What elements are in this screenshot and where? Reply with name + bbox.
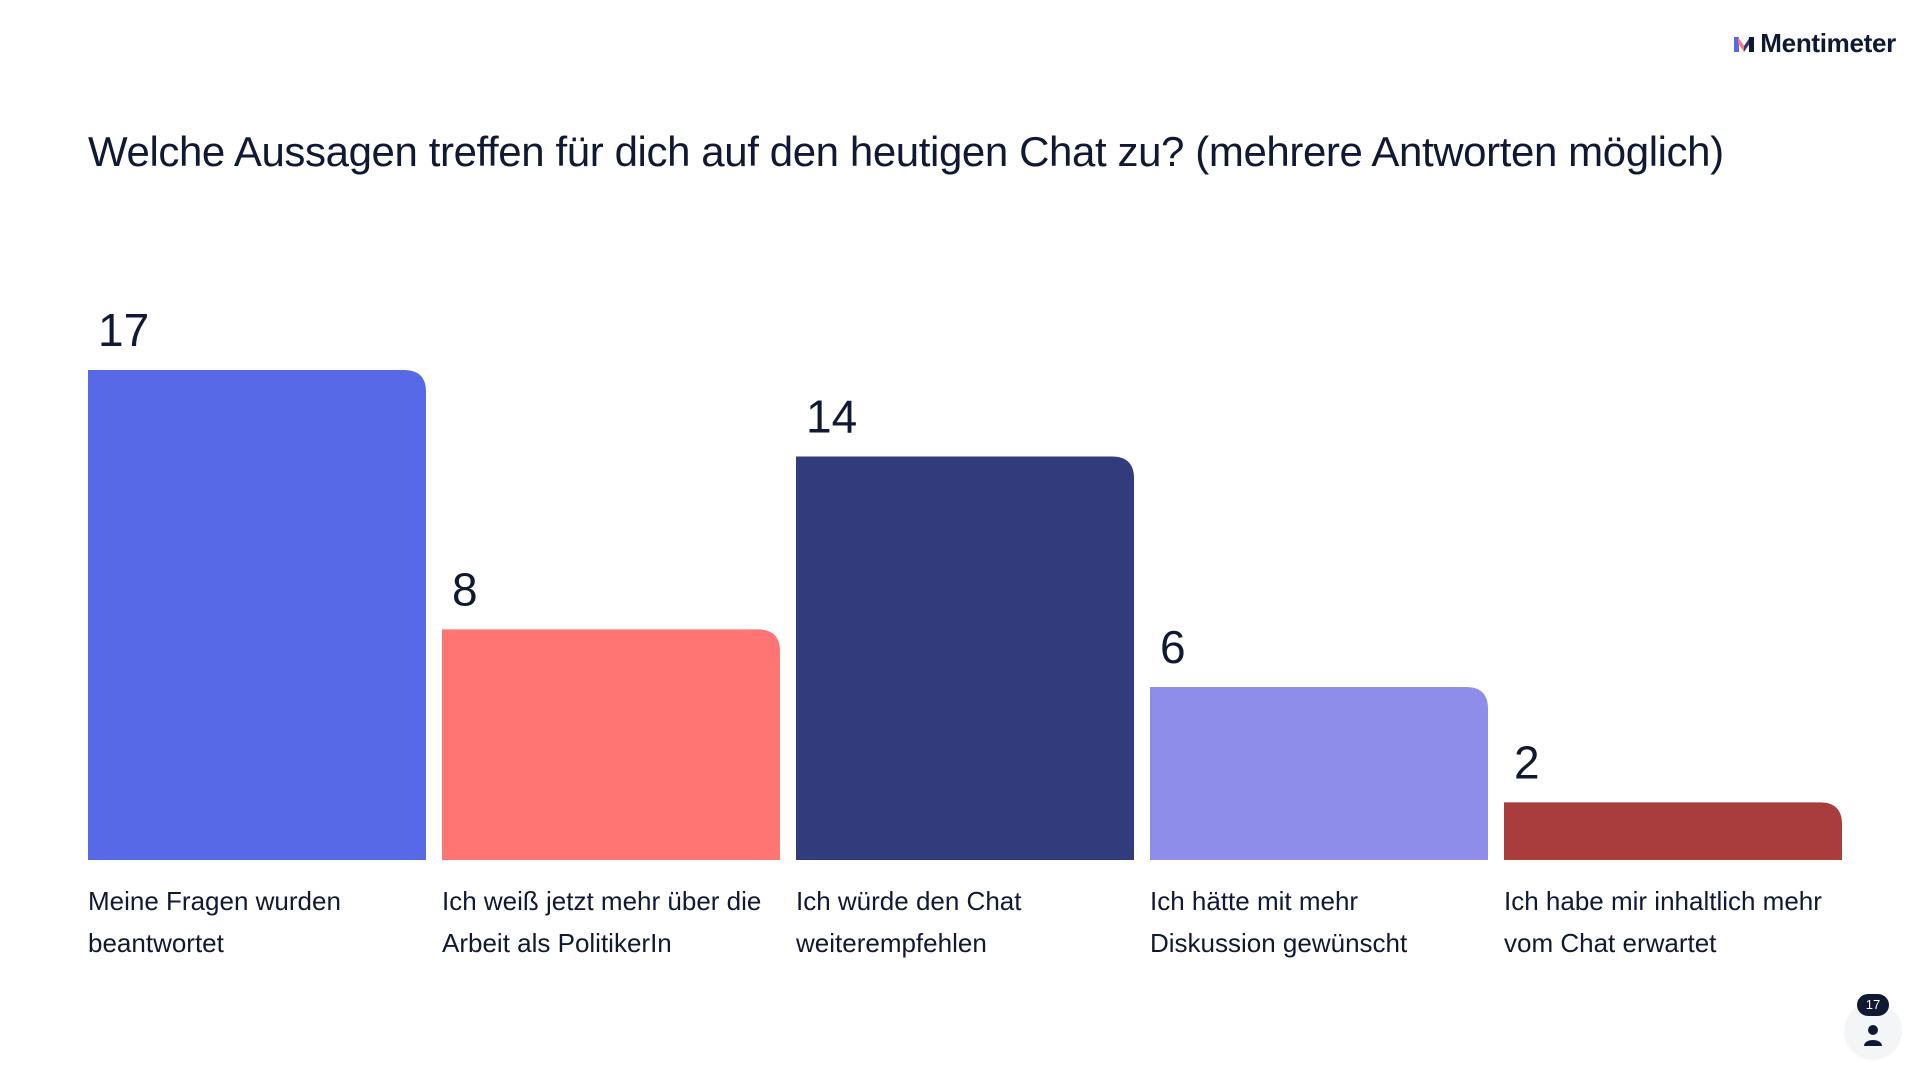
bar-value-label: 6	[1160, 621, 1186, 673]
bar-value-label: 2	[1514, 736, 1540, 788]
bar	[88, 370, 426, 860]
response-counter-button[interactable]: 17	[1844, 994, 1902, 1060]
category-label: Meine Fragen wurden beantwortet	[88, 886, 341, 958]
bar-value-label: 14	[806, 390, 857, 442]
bar-value-label: 17	[98, 304, 149, 356]
bar-value-label: 8	[452, 563, 478, 615]
category-label: Ich hätte mit mehr Diskussion gewünscht	[1150, 886, 1408, 958]
mentimeter-logo: Mentimeter	[1734, 28, 1896, 59]
person-icon	[1864, 1025, 1882, 1046]
brand-name: Mentimeter	[1760, 28, 1896, 58]
category-label: Ich würde den Chat weiterempfehlen	[796, 886, 1022, 958]
category-label: Ich weiß jetzt mehr über die Arbeit als …	[442, 886, 762, 958]
mentimeter-logo-icon	[1734, 36, 1755, 52]
bar	[1150, 687, 1488, 860]
response-count-badge: 17	[1857, 994, 1889, 1016]
bar	[1504, 802, 1842, 860]
category-label: Ich habe mir inhaltlich mehr vom Chat er…	[1504, 886, 1822, 958]
bar	[796, 456, 1134, 860]
bar	[442, 629, 780, 860]
question-title: Welche Aussagen treffen für dich auf den…	[88, 128, 1724, 175]
